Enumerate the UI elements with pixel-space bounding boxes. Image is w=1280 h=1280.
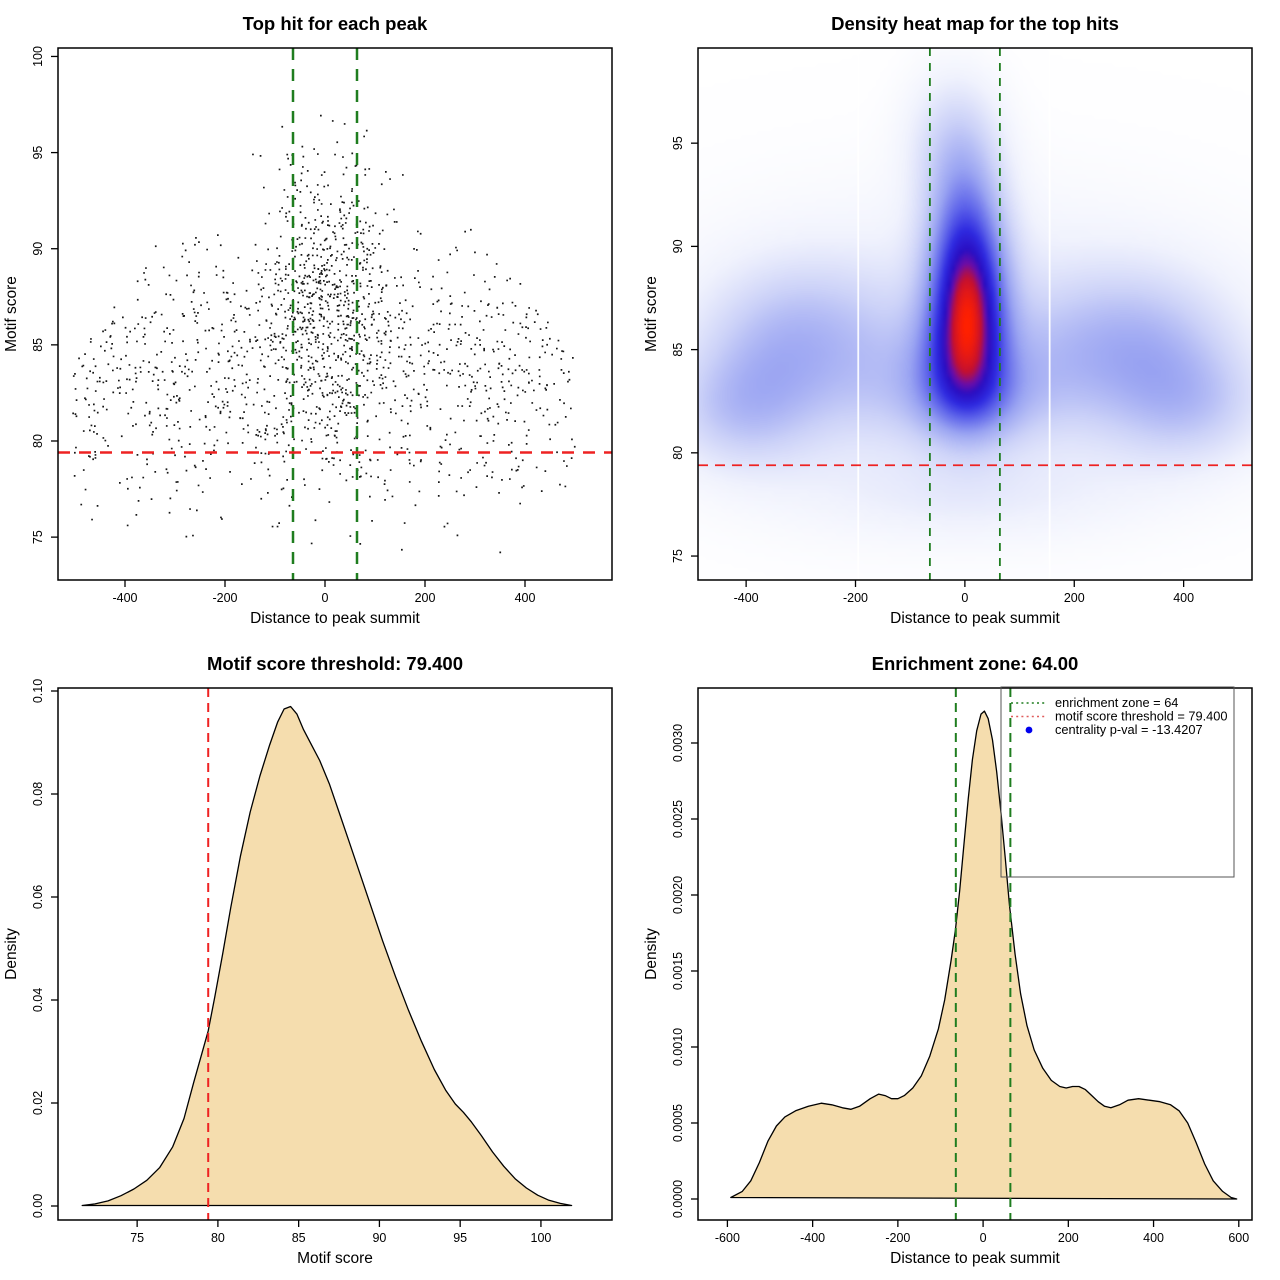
x-tick-label: 85 [292,1231,306,1245]
density-curve [81,705,573,1207]
x-tick-label: -200 [885,1231,910,1245]
y-tick-label: 0.0000 [671,1180,685,1218]
y-axis-label: Motif score [643,276,660,352]
plot-box [697,47,1253,581]
x-tick-label: -400 [112,591,137,605]
plot-box [57,47,613,581]
x-tick-label: 0 [322,591,329,605]
x-tick-label: 80 [211,1231,225,1245]
y-tick-label: 90 [671,239,685,253]
top-right-svg: -400 -200 0 200 400 75 80 85 90 95 Density heat ma… [643,13,1253,627]
legend-entry-label: enrichment zone = 64 [1055,695,1178,710]
y-tick-label: 85 [671,343,685,357]
y-tick-label: 0.0020 [671,876,685,914]
legend-box [1000,686,1235,878]
y-tick-label: 0.10 [31,679,45,703]
x-tick-label: 95 [453,1231,467,1245]
x-tick-label: 0 [980,1231,987,1245]
density-curve [730,710,1238,1200]
x-axis: -400 -200 0 200 400 [112,580,535,605]
x-tick-label: 75 [130,1231,144,1245]
y-tick-label: 85 [31,338,45,352]
x-tick-label: 400 [515,591,536,605]
x-axis: 75 80 85 90 95 100 [130,1220,551,1245]
x-axis-label: Distance to peak summit [890,1250,1060,1267]
x-axis: -400 -200 0 200 400 [734,580,1194,605]
panel-top-hit-scatter: -400 -200 0 200 400 75 80 85 90 95 100 Top hit for … [0,0,640,640]
y-axis-label: Density [3,928,20,980]
legend-swatch-dot [1025,726,1033,734]
top-left-svg: -400 -200 0 200 400 75 80 85 90 95 100 Top hit for … [3,13,613,627]
y-tick-label: 100 [31,46,45,67]
panel-motif-score-density: 75 80 85 90 95 100 0.00 0.02 0.04 0.06 0.08 0.10 Mot… [0,640,640,1280]
y-tick-label: 0.08 [31,782,45,806]
y-axis: 0.0000 0.0005 0.0010 0.0015 0.0020 0.0025 0.00… [671,724,698,1218]
y-tick-label: 0.04 [31,988,45,1012]
panel-title: Motif score threshold: 79.400 [207,653,463,674]
y-tick-label: 0.02 [31,1091,45,1115]
x-tick-label: 400 [1173,591,1194,605]
y-tick-label: 80 [31,434,45,448]
x-tick-label: -400 [734,591,759,605]
x-tick-label: -600 [715,1231,740,1245]
y-axis-label: Motif score [3,276,20,352]
y-tick-label: 0.00 [31,1194,45,1218]
x-tick-label: -400 [800,1231,825,1245]
y-tick-label: 0.0010 [671,1028,685,1066]
y-tick-label: 95 [671,136,685,150]
y-tick-label: 0.0025 [671,800,685,838]
x-tick-label: 400 [1143,1231,1164,1245]
panel-title: Density heat map for the top hits [831,13,1119,34]
plot-box [697,687,1253,1221]
x-tick-label: -200 [843,591,868,605]
legend-entry-label: motif score threshold = 79.400 [1055,709,1228,724]
x-axis-label: Distance to peak summit [890,610,1060,627]
y-axis: 0.00 0.02 0.04 0.06 0.08 0.10 [31,679,58,1218]
panel-title: Top hit for each peak [243,13,428,34]
y-tick-label: 75 [31,530,45,544]
x-tick-label: 600 [1228,1231,1249,1245]
bottom-right-svg: -600 -400 -200 0 200 400 600 0.0000 0.0005 0.0010… [643,653,1253,1267]
x-axis-label: Motif score [297,1250,373,1267]
y-axis: 75 80 85 90 95 100 [31,46,58,544]
panel-enrichment-zone-density: -600 -400 -200 0 200 400 600 0.0000 0.0005 0.0010… [640,640,1280,1280]
x-tick-label: 0 [961,591,968,605]
x-tick-label: 200 [1064,591,1085,605]
x-tick-label: -200 [212,591,237,605]
x-tick-label: 200 [1058,1231,1079,1245]
y-tick-label: 90 [31,242,45,256]
y-tick-label: 0.0015 [671,952,685,990]
x-axis: -600 -400 -200 0 200 400 600 [715,1220,1249,1245]
y-tick-label: 75 [671,549,685,563]
scatter-points [72,114,576,554]
panel-title: Enrichment zone: 64.00 [872,653,1079,674]
legend-entry-label: centrality p-val = -13.4207 [1055,722,1203,737]
y-tick-label: 0.0030 [671,724,685,762]
y-tick-label: 0.06 [31,885,45,909]
heatmap-canvas [698,48,1252,580]
y-axis: 75 80 85 90 95 [671,136,698,563]
plot-box [57,687,613,1221]
x-tick-label: 200 [415,591,436,605]
y-tick-label: 95 [31,146,45,160]
x-tick-label: 90 [372,1231,386,1245]
x-axis-label: Distance to peak summit [250,610,420,627]
y-tick-label: 80 [671,446,685,460]
y-axis-label: Density [643,928,660,980]
y-tick-label: 0.0005 [671,1104,685,1142]
panel-density-heatmap: -400 -200 0 200 400 75 80 85 90 95 Density heat ma… [640,0,1280,640]
bottom-left-svg: 75 80 85 90 95 100 0.00 0.02 0.04 0.06 0.08 0.10 Mot… [3,653,613,1267]
x-tick-label: 100 [531,1231,552,1245]
